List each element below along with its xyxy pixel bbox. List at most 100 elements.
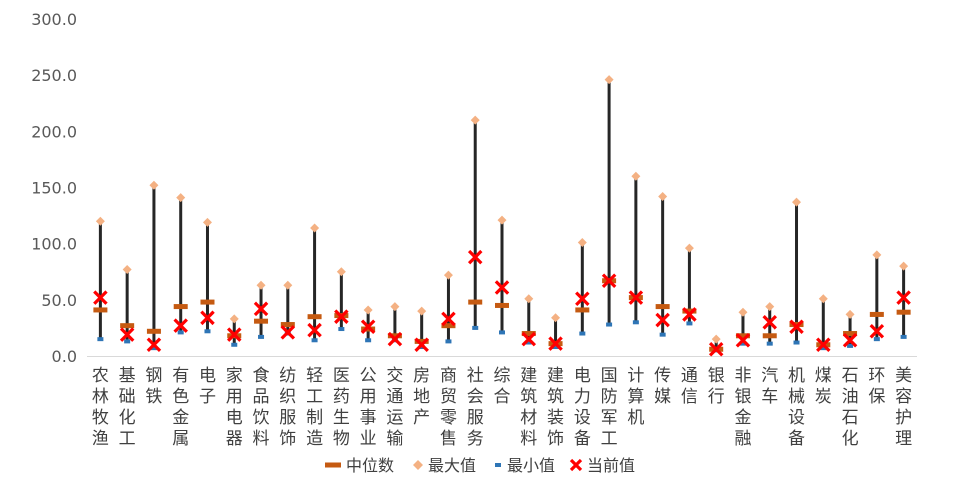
category-label-char: 工 bbox=[601, 429, 618, 449]
min-marker bbox=[445, 339, 452, 344]
category-label: 建筑材料 bbox=[520, 366, 537, 449]
category-label-char: 交 bbox=[386, 366, 403, 386]
category-label-char: 护 bbox=[895, 408, 912, 428]
current-marker bbox=[226, 327, 242, 342]
category-label-char: 国 bbox=[601, 366, 618, 386]
legend-max-swatch bbox=[413, 460, 423, 470]
category-label-char: 运 bbox=[386, 408, 403, 428]
max-marker bbox=[818, 294, 828, 304]
category-label-char: 售 bbox=[440, 429, 457, 449]
category-label-char: 服 bbox=[467, 408, 484, 428]
current-marker bbox=[762, 315, 778, 330]
max-marker bbox=[310, 223, 320, 233]
category-label-char: 饰 bbox=[279, 429, 296, 449]
current-marker bbox=[735, 333, 751, 348]
max-marker bbox=[658, 191, 668, 201]
category-label-char: 钢 bbox=[145, 366, 162, 386]
category-label: 轻工制造 bbox=[306, 366, 323, 449]
legend-max-label: 最大值 bbox=[428, 456, 476, 475]
category-label-char: 银 bbox=[734, 387, 751, 407]
median-marker bbox=[441, 323, 456, 329]
category-label: 美容护理 bbox=[895, 366, 912, 449]
median-marker bbox=[575, 307, 590, 313]
current-marker bbox=[387, 331, 403, 347]
category-label-char: 机 bbox=[627, 408, 644, 428]
category-label: 通信 bbox=[681, 366, 698, 407]
category-label: 非银金融 bbox=[734, 366, 751, 449]
min-marker bbox=[311, 338, 318, 343]
category-label-char: 铁 bbox=[145, 387, 162, 407]
category-label-char: 通 bbox=[681, 366, 698, 386]
y-tick-label: 150.0 bbox=[31, 179, 77, 198]
category-label-char: 贸 bbox=[440, 387, 457, 407]
category-labels: 农林牧渔基础化工钢铁有色金属电子家用电器食品饮料纺织服饰轻工制造医药生物公用事业… bbox=[92, 366, 912, 449]
category-label-char: 石 bbox=[842, 408, 859, 428]
current-marker bbox=[200, 310, 215, 326]
category-label-char: 轻 bbox=[306, 366, 323, 386]
max-marker bbox=[149, 180, 159, 190]
current-marker bbox=[441, 311, 456, 327]
median-marker bbox=[762, 333, 777, 339]
current-marker bbox=[467, 249, 483, 265]
median-marker bbox=[146, 328, 161, 334]
max-marker bbox=[711, 334, 721, 344]
max-marker bbox=[443, 270, 453, 280]
data-markers bbox=[93, 75, 911, 357]
max-marker bbox=[122, 265, 132, 275]
category-label-char: 信 bbox=[681, 387, 698, 407]
category-label-char: 公 bbox=[360, 366, 377, 386]
current-marker bbox=[816, 337, 831, 353]
category-label-char: 力 bbox=[574, 387, 591, 407]
legend-median-label: 中位数 bbox=[346, 456, 394, 475]
category-label-char: 容 bbox=[895, 387, 912, 407]
current-marker bbox=[548, 336, 563, 351]
category-label-char: 零 bbox=[440, 408, 457, 428]
current-marker bbox=[521, 331, 537, 347]
category-label: 有色金属 bbox=[172, 366, 189, 449]
category-label: 传媒 bbox=[654, 366, 671, 407]
category-label-char: 料 bbox=[253, 429, 270, 449]
min-marker bbox=[820, 346, 827, 351]
category-label: 交通运输 bbox=[386, 366, 403, 449]
max-marker bbox=[283, 280, 293, 290]
legend: 中位数 最大值 最小值 当前值 bbox=[325, 456, 635, 475]
category-label-char: 保 bbox=[868, 387, 885, 407]
median-marker bbox=[495, 302, 509, 308]
category-label-char: 化 bbox=[119, 408, 136, 428]
category-label-char: 事 bbox=[360, 408, 377, 428]
median-marker bbox=[280, 322, 295, 328]
category-label-char: 建 bbox=[520, 366, 537, 386]
current-marker bbox=[655, 312, 670, 328]
median-marker bbox=[387, 333, 402, 339]
category-label-char: 车 bbox=[761, 387, 778, 407]
max-marker bbox=[604, 75, 614, 85]
category-label-char: 器 bbox=[226, 429, 243, 449]
current-marker bbox=[146, 337, 162, 353]
category-label-char: 业 bbox=[360, 429, 377, 449]
category-label-char: 理 bbox=[895, 429, 912, 449]
min-marker bbox=[124, 339, 131, 344]
current-marker bbox=[869, 324, 885, 339]
category-label-char: 属 bbox=[172, 429, 189, 449]
min-marker bbox=[499, 330, 505, 335]
category-label: 房地产 bbox=[413, 366, 430, 428]
category-label: 环保 bbox=[868, 366, 885, 407]
y-tick-label: 0.0 bbox=[52, 347, 77, 366]
current-marker bbox=[93, 290, 108, 305]
category-label-char: 织 bbox=[279, 387, 296, 407]
category-label: 汽车 bbox=[761, 366, 778, 407]
min-marker bbox=[150, 346, 157, 351]
category-label-char: 金 bbox=[734, 408, 751, 428]
max-marker bbox=[470, 115, 480, 125]
category-label-char: 有 bbox=[172, 366, 189, 386]
max-marker bbox=[899, 261, 909, 271]
category-label-char: 通 bbox=[386, 387, 403, 407]
category-label-char: 用 bbox=[360, 387, 377, 407]
min-marker bbox=[766, 341, 773, 346]
category-label-char: 媒 bbox=[654, 387, 671, 407]
max-marker bbox=[792, 197, 802, 207]
category-label-char: 用 bbox=[226, 387, 243, 407]
median-marker bbox=[307, 314, 322, 320]
category-label-char: 综 bbox=[494, 366, 511, 386]
